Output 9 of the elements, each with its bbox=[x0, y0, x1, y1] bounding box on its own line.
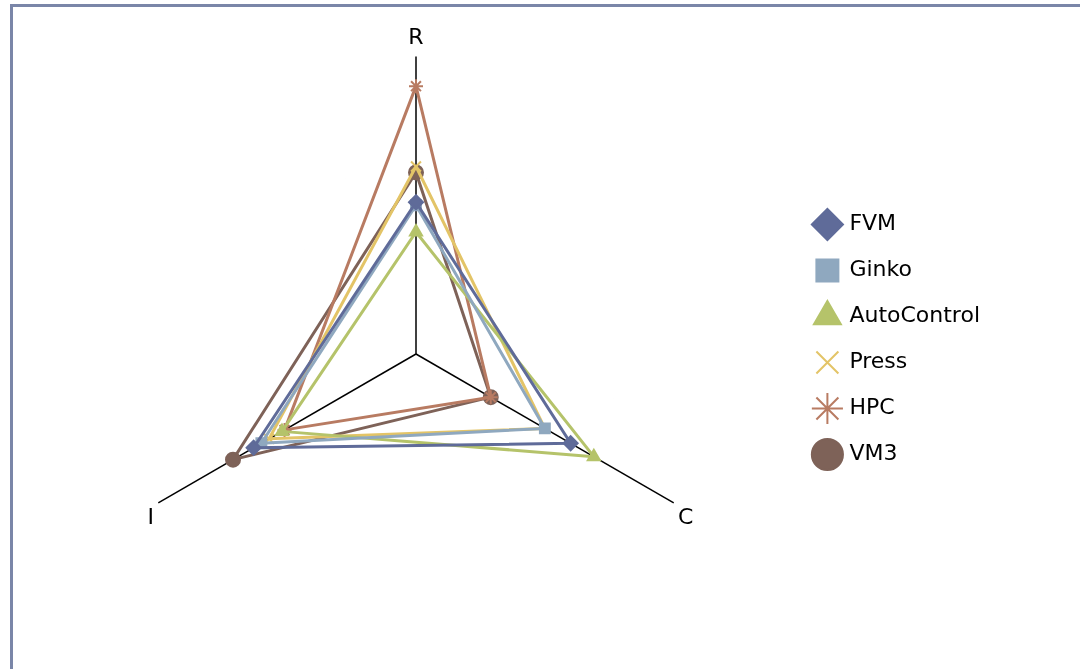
spoke-label: I bbox=[147, 504, 154, 530]
legend-label: Press bbox=[849, 348, 908, 374]
legend-label: FVM bbox=[849, 210, 897, 236]
spoke-label: R bbox=[408, 23, 424, 49]
spoke-label: C bbox=[678, 504, 694, 530]
legend-label: VM3 bbox=[849, 440, 898, 466]
legend-label: HPC bbox=[849, 394, 895, 420]
legend-label: Ginko bbox=[849, 256, 912, 282]
legend-label: AutoControl bbox=[849, 302, 981, 328]
